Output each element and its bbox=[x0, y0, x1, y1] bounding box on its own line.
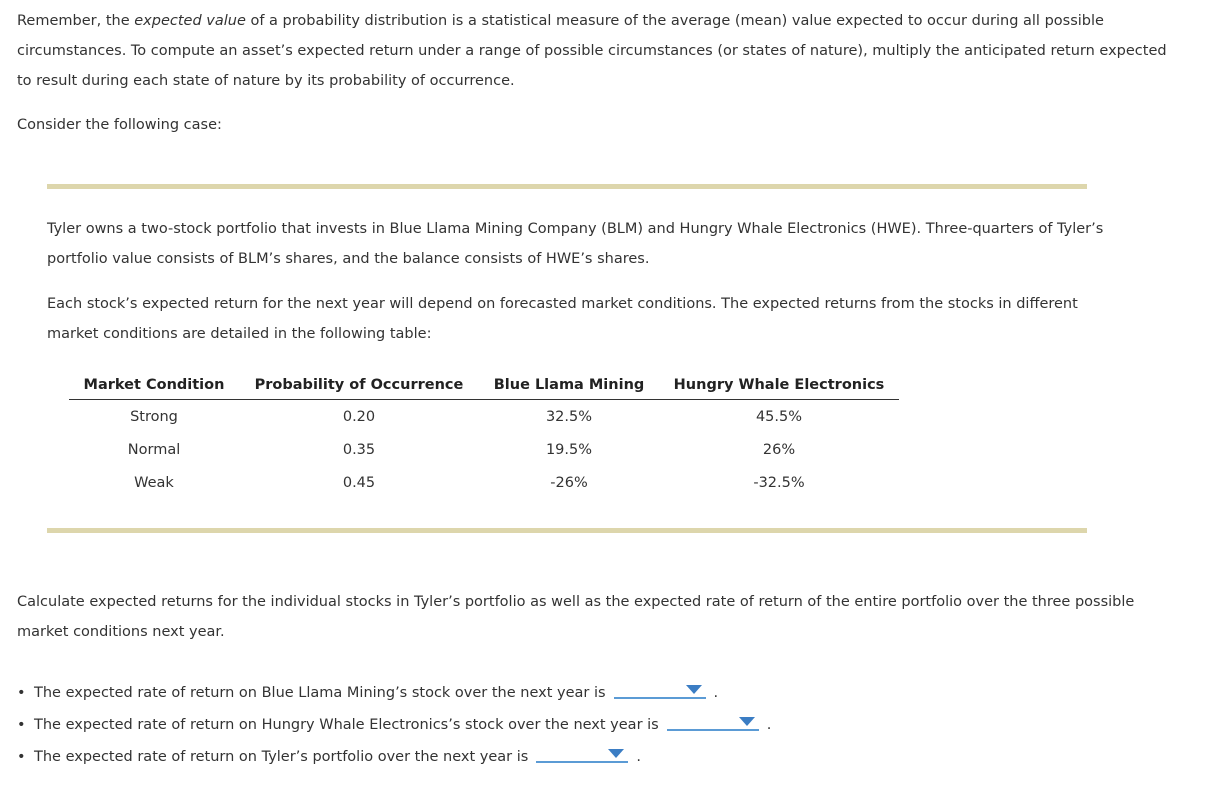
question-list: • The expected rate of return on Blue Ll… bbox=[17, 677, 771, 773]
header-hungry-whale-electronics: Hungry Whale Electronics bbox=[659, 370, 899, 400]
header-market-condition: Market Condition bbox=[69, 370, 239, 400]
header-probability: Probability of Occurrence bbox=[239, 370, 479, 400]
table-cell: Strong bbox=[130, 408, 178, 425]
header-blue-llama-mining: Blue Llama Mining bbox=[479, 370, 659, 400]
caret-down-icon bbox=[608, 749, 625, 758]
table-cell: Weak bbox=[134, 474, 174, 491]
question-text-hwe: The expected rate of return on Hungry Wh… bbox=[34, 717, 659, 733]
bullet: • bbox=[17, 749, 26, 765]
table-header-row: Market Condition Probability of Occurren… bbox=[69, 370, 899, 400]
question-item-hwe: • The expected rate of return on Hungry … bbox=[17, 709, 771, 741]
calculate-instructions: Calculate expected returns for the indiv… bbox=[17, 594, 1135, 640]
table-cell: -32.5% bbox=[753, 474, 805, 491]
table-cell: -26% bbox=[550, 474, 588, 491]
table-cell: 26% bbox=[762, 441, 796, 458]
question-item-blm: • The expected rate of return on Blue Ll… bbox=[17, 677, 771, 709]
case-paragraph-1: Tyler owns a two-stock portfolio that in… bbox=[47, 221, 1104, 267]
table-cell: 45.5% bbox=[755, 408, 803, 425]
consider-text: Consider the following case: bbox=[17, 117, 222, 133]
table-row: Normal 0.35 19.5% 26% bbox=[69, 433, 899, 466]
question-item-portfolio: • The expected rate of return on Tyler’s… bbox=[17, 741, 771, 773]
intro-after: of a probability distribution is a stati… bbox=[17, 13, 1167, 89]
table-cell: 32.5% bbox=[545, 408, 593, 425]
hwe-return-dropdown[interactable] bbox=[666, 711, 759, 731]
caret-down-icon bbox=[738, 717, 755, 726]
table-cell: 0.35 bbox=[342, 441, 376, 458]
case-paragraph-2: Each stock’s expected return for the nex… bbox=[47, 296, 1078, 342]
table-cell: 19.5% bbox=[545, 441, 593, 458]
case-top-divider bbox=[47, 184, 1087, 189]
caret-down-icon bbox=[685, 685, 702, 694]
portfolio-return-dropdown[interactable] bbox=[536, 743, 629, 763]
case-bottom-divider bbox=[47, 528, 1087, 533]
table-row: Weak 0.45 -26% -32.5% bbox=[69, 466, 899, 499]
period: . bbox=[766, 717, 772, 733]
intro-paragraph: Remember, the expected value of a probab… bbox=[17, 6, 1177, 96]
table-row: Strong 0.20 32.5% 45.5% bbox=[69, 400, 899, 434]
table-cell: 0.20 bbox=[342, 408, 376, 425]
blm-return-dropdown[interactable] bbox=[613, 679, 706, 699]
period: . bbox=[636, 749, 641, 765]
question-text-blm: The expected rate of return on Blue Llam… bbox=[34, 685, 606, 701]
period: . bbox=[713, 685, 719, 701]
intro-before: Remember, the bbox=[17, 13, 135, 29]
returns-table: Market Condition Probability of Occurren… bbox=[69, 370, 899, 499]
bullet: • bbox=[17, 685, 26, 701]
table-cell: Normal bbox=[127, 441, 181, 458]
intro-emphasis: expected value bbox=[134, 13, 246, 29]
question-text-portfolio: The expected rate of return on Tyler’s p… bbox=[34, 749, 529, 765]
bullet: • bbox=[17, 717, 26, 733]
table-cell: 0.45 bbox=[342, 474, 376, 491]
